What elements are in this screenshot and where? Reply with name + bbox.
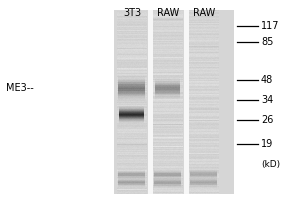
Text: 34: 34 <box>261 95 273 105</box>
Text: (kD): (kD) <box>261 160 280 168</box>
Text: RAW: RAW <box>157 8 179 18</box>
Text: ME3--: ME3-- <box>6 83 34 93</box>
Text: 19: 19 <box>261 139 273 149</box>
Text: 117: 117 <box>261 21 280 31</box>
Text: 3T3: 3T3 <box>123 8 141 18</box>
Text: 26: 26 <box>261 115 273 125</box>
Text: 48: 48 <box>261 75 273 85</box>
Text: 85: 85 <box>261 37 273 47</box>
Text: RAW: RAW <box>193 8 215 18</box>
